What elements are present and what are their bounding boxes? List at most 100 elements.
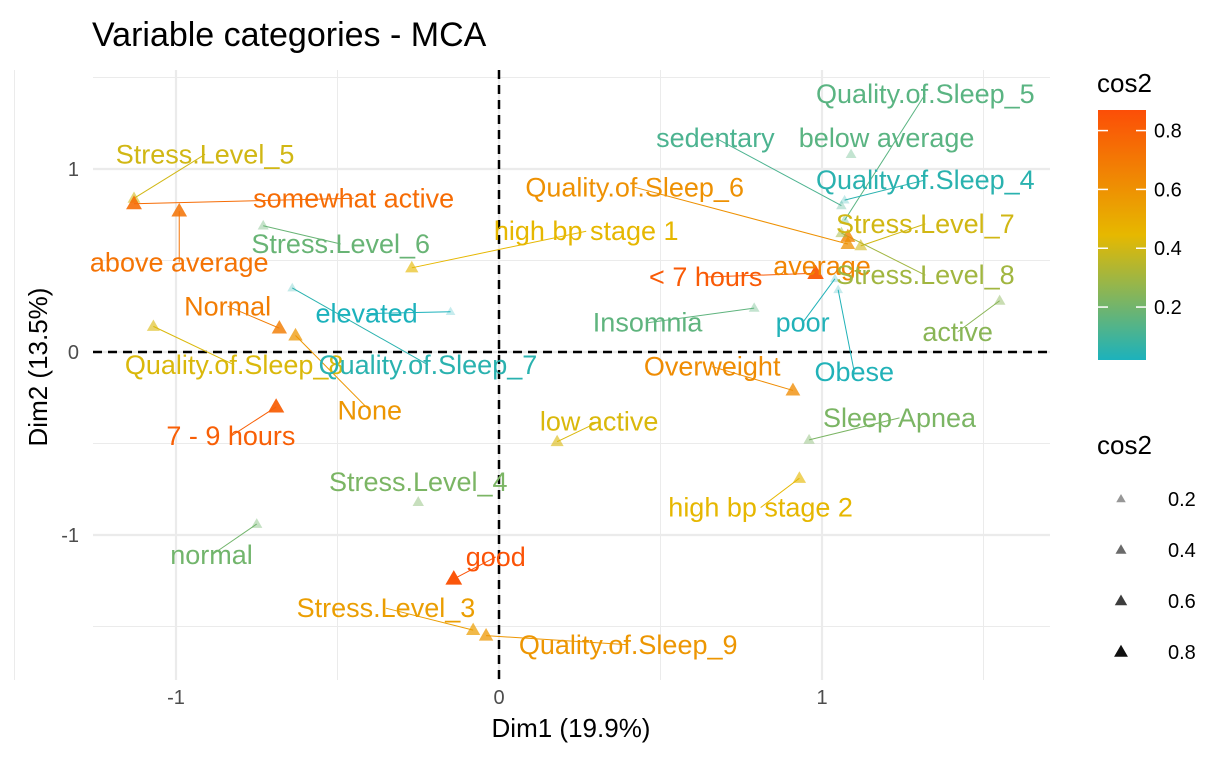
point-label-25: Quality.of.Sleep_6 xyxy=(525,172,744,202)
point-30 xyxy=(836,200,847,210)
point-label-8: None xyxy=(338,396,403,426)
size-legend-key-1 xyxy=(1115,544,1127,554)
point-label-21: Insomnia xyxy=(593,308,704,338)
size-legend-label-2: 0.6 xyxy=(1168,591,1196,613)
label-segment-26 xyxy=(860,223,926,247)
point-label-27: Stress.Level_8 xyxy=(836,260,1015,290)
point-label-16: low active xyxy=(540,407,659,437)
point-label-20: high bp stage 2 xyxy=(668,493,853,523)
label-segment-14 xyxy=(385,607,474,631)
data-points xyxy=(126,148,1006,641)
label-segment-4 xyxy=(411,230,587,269)
point-25 xyxy=(840,236,856,250)
x-tick-label-1: 0 xyxy=(493,687,504,709)
size-legend-title: cos2 xyxy=(1097,430,1152,460)
point-17 xyxy=(785,382,801,396)
y-axis-title: Dim2 (13.5%) xyxy=(23,288,53,447)
label-segment-20 xyxy=(760,477,800,508)
point-label-29: below average xyxy=(799,123,975,153)
x-tick-label-0: -1 xyxy=(167,687,185,709)
point-18 xyxy=(833,284,844,294)
tick-labels: -1 0 1 -1 0 1 xyxy=(61,159,827,709)
point-label-26: Stress.Level_7 xyxy=(836,209,1015,239)
point-label-17: Overweight xyxy=(644,352,781,382)
point-label-23: < 7 hours xyxy=(649,262,762,292)
point-label-19: Sleep Apnea xyxy=(823,403,977,433)
colorbar xyxy=(1098,110,1146,360)
label-segment-6 xyxy=(227,305,280,329)
point-label-5: elevated xyxy=(316,299,418,329)
point-28 xyxy=(839,214,851,224)
size-legend-key-2 xyxy=(1114,594,1128,606)
point-32 xyxy=(993,294,1006,305)
label-segment-31 xyxy=(844,179,926,201)
point-label-31: Quality.of.Sleep_4 xyxy=(816,165,1035,195)
x-tick-label-2: 1 xyxy=(816,687,827,709)
label-segment-32 xyxy=(957,300,1000,333)
point-11 xyxy=(412,496,424,506)
label-segment-12 xyxy=(211,523,258,556)
colorbar-label-1: 0.4 xyxy=(1154,238,1182,260)
point-5 xyxy=(445,306,456,316)
point-label-0: Stress.Level_5 xyxy=(116,139,295,169)
point-label-7: Quality.of.Sleep_8 xyxy=(125,350,344,380)
point-3 xyxy=(257,219,269,230)
label-segment-1 xyxy=(133,197,354,205)
point-4 xyxy=(405,260,419,273)
point-label-30: sedentary xyxy=(656,123,775,153)
point-15 xyxy=(478,628,494,641)
label-segment-30 xyxy=(715,137,842,207)
point-label-15: Quality.of.Sleep_9 xyxy=(519,630,738,660)
label-segment-19 xyxy=(808,417,900,441)
point-13 xyxy=(445,570,463,585)
point-10 xyxy=(267,398,285,413)
label-segment-3 xyxy=(263,225,341,245)
colorbar-label-3: 0.8 xyxy=(1154,121,1182,143)
point-label-1: somewhat active xyxy=(253,183,454,213)
colorbar-label-0: 0.2 xyxy=(1154,297,1182,319)
y-tick-label-1: 0 xyxy=(68,342,79,364)
label-segment-17 xyxy=(712,366,794,391)
label-segment-27 xyxy=(841,232,926,276)
label-segment-15 xyxy=(486,635,629,646)
point-31 xyxy=(839,194,850,204)
point-label-32: active xyxy=(922,317,993,347)
point-labels: Stress.Level_5 somewhat active above avera… xyxy=(90,79,1035,660)
label-segment-9 xyxy=(292,287,429,366)
label-segment-16 xyxy=(556,421,600,443)
size-legend-key-0 xyxy=(1116,493,1126,503)
label-segment-0 xyxy=(133,153,206,199)
point-label-13: good xyxy=(466,542,526,572)
point-label-10: 7 - 9 hours xyxy=(166,421,295,451)
label-segment-18 xyxy=(837,289,855,373)
point-label-3: Stress.Level_6 xyxy=(251,229,430,259)
point-label-9: Quality.of.Sleep_7 xyxy=(319,350,538,380)
point-label-14: Stress.Level_3 xyxy=(297,593,476,623)
label-segment-25 xyxy=(634,186,848,245)
label-segment-5 xyxy=(366,311,451,315)
label-segment-23 xyxy=(705,272,816,278)
point-8 xyxy=(288,327,303,341)
point-16 xyxy=(550,434,564,447)
point-6 xyxy=(271,320,288,334)
point-label-11: Stress.Level_4 xyxy=(329,467,508,497)
point-label-4: high bp stage 1 xyxy=(494,216,679,246)
point-label-18: Obese xyxy=(815,357,895,387)
point-label-28: Quality.of.Sleep_5 xyxy=(816,79,1035,109)
color-legend-title: cos2 xyxy=(1097,68,1152,98)
point-26 xyxy=(854,239,868,251)
y-tick-label-2: 1 xyxy=(68,159,79,181)
point-1 xyxy=(126,195,142,210)
label-segments xyxy=(133,93,1000,646)
point-2 xyxy=(171,202,188,217)
label-segment-13 xyxy=(453,556,497,580)
point-label-6: Normal xyxy=(184,291,271,321)
label-segment-22 xyxy=(802,278,836,324)
colorbar-label-2: 0.6 xyxy=(1154,179,1182,201)
label-segment-7 xyxy=(153,325,235,366)
point-20 xyxy=(792,471,807,483)
label-segment-28 xyxy=(844,93,926,221)
point-27 xyxy=(835,226,848,238)
size-legend-label-1: 0.4 xyxy=(1168,540,1196,562)
